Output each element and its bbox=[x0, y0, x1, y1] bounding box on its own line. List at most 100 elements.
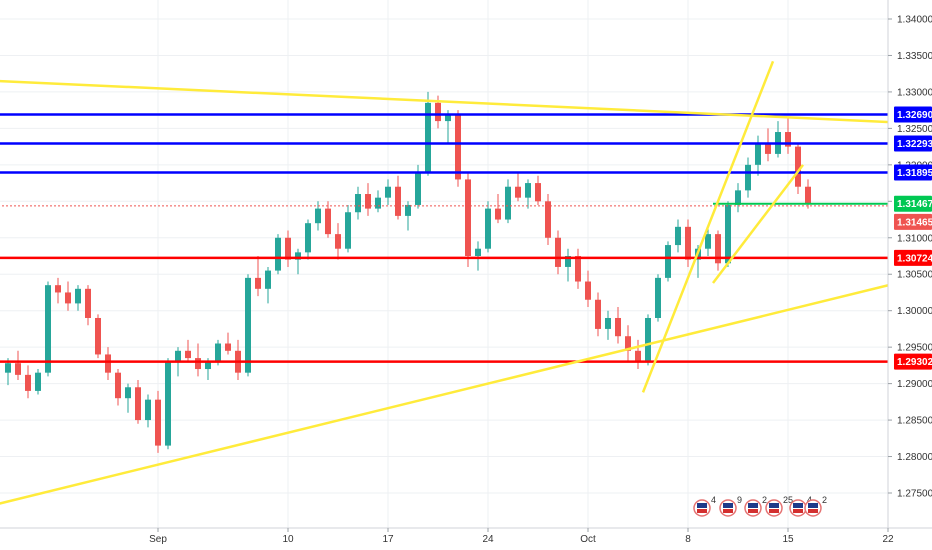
candle-down bbox=[365, 194, 371, 209]
candle-up bbox=[755, 142, 761, 165]
candle-up bbox=[385, 186, 391, 198]
time-tick-label: Sep bbox=[149, 534, 167, 545]
event-badge[interactable]: 9 bbox=[719, 495, 742, 517]
candle-down bbox=[435, 102, 441, 122]
candle-down bbox=[535, 183, 541, 202]
candle-down bbox=[515, 186, 521, 198]
candle-up bbox=[345, 212, 351, 249]
candle-up bbox=[175, 350, 181, 362]
flag-canton-icon bbox=[723, 503, 733, 508]
flag-canton-icon bbox=[769, 503, 779, 508]
price-tick-label: 1.31000 bbox=[897, 233, 932, 244]
candle-up bbox=[425, 102, 431, 173]
trend-line bbox=[641, 60, 775, 393]
time-tick-label: 15 bbox=[782, 534, 794, 545]
time-tick-label: 22 bbox=[882, 534, 894, 545]
candle-up bbox=[415, 172, 421, 205]
candle-up bbox=[205, 361, 211, 370]
candle-down bbox=[555, 237, 561, 267]
price-tick-label: 1.28500 bbox=[897, 416, 932, 427]
candle-up bbox=[705, 234, 711, 249]
candle-down bbox=[785, 132, 791, 147]
candle-up bbox=[375, 197, 381, 209]
last-price-tag-background bbox=[894, 213, 932, 230]
support-price-tag-background bbox=[894, 249, 932, 266]
candle-up bbox=[485, 208, 491, 249]
trend-line bbox=[0, 79, 932, 126]
candle-down bbox=[595, 299, 601, 329]
candle-up bbox=[645, 317, 651, 362]
price-tick-label: 1.27500 bbox=[897, 489, 932, 500]
candle-up bbox=[245, 277, 251, 373]
candle-down bbox=[95, 317, 101, 355]
price-tick-label: 1.29000 bbox=[897, 379, 932, 390]
flag-canton-icon bbox=[748, 503, 758, 508]
trend-line bbox=[712, 164, 804, 284]
event-count-label: 25 bbox=[783, 495, 793, 505]
resistance-price-tag: 1.32690 bbox=[897, 110, 932, 121]
candle-up bbox=[125, 387, 131, 399]
event-count-label: 9 bbox=[737, 495, 742, 505]
event-badge[interactable]: 25 bbox=[765, 495, 793, 517]
candle-down bbox=[15, 363, 21, 375]
candle-down bbox=[155, 399, 161, 446]
candle-up bbox=[5, 363, 11, 373]
candle-down bbox=[715, 234, 721, 264]
flag-stripe-icon bbox=[723, 509, 733, 513]
time-tick-label: 10 bbox=[282, 534, 294, 545]
price-axis-background bbox=[888, 0, 932, 550]
economic-event-badges[interactable]: 4922542 bbox=[693, 495, 827, 517]
resistance-price-tag-background bbox=[894, 106, 932, 123]
candle-down bbox=[25, 374, 31, 391]
candle-down bbox=[185, 350, 191, 359]
candle-down bbox=[135, 387, 141, 421]
resistance-price-tag: 1.32293 bbox=[897, 139, 932, 150]
candle-up bbox=[295, 252, 301, 260]
candle-up bbox=[675, 226, 681, 246]
candle-down bbox=[635, 350, 641, 362]
candle-down bbox=[805, 186, 811, 204]
resistance-price-tag: 1.31895 bbox=[897, 168, 932, 179]
candle-down bbox=[615, 317, 621, 337]
time-tick-label: 17 bbox=[382, 534, 394, 545]
candle-down bbox=[575, 256, 581, 282]
candle-down bbox=[225, 343, 231, 351]
candle-down bbox=[255, 277, 261, 289]
candle-up bbox=[75, 288, 81, 304]
event-badge[interactable]: 4 bbox=[693, 495, 716, 517]
flag-canton-icon bbox=[793, 503, 803, 508]
candle-down bbox=[455, 113, 461, 180]
event-badge[interactable]: 2 bbox=[804, 495, 827, 517]
candle-down bbox=[625, 336, 631, 351]
candle-down bbox=[325, 208, 331, 235]
flag-stripe-icon bbox=[793, 509, 803, 513]
time-tick-label: 24 bbox=[482, 534, 494, 545]
flag-canton-icon bbox=[697, 503, 707, 508]
candle-up bbox=[215, 343, 221, 362]
event-count-label: 2 bbox=[762, 495, 767, 505]
candlestick-series bbox=[5, 91, 811, 453]
support-price-tag-background bbox=[894, 353, 932, 370]
flag-canton-icon bbox=[808, 503, 818, 508]
candle-up bbox=[405, 204, 411, 216]
candle-up bbox=[735, 190, 741, 205]
event-badge[interactable]: 2 bbox=[744, 495, 767, 517]
candle-up bbox=[265, 270, 271, 289]
price-tick-label: 1.32500 bbox=[897, 124, 932, 135]
last-price-tag: 1.31465 bbox=[897, 217, 932, 228]
candle-down bbox=[465, 179, 471, 256]
candle-down bbox=[85, 288, 91, 318]
candle-up bbox=[655, 277, 661, 318]
candle-up bbox=[275, 237, 281, 271]
candle-up bbox=[565, 256, 571, 267]
candle-up bbox=[305, 223, 311, 253]
candle-down bbox=[495, 208, 501, 220]
resistance-price-tag-background bbox=[894, 135, 932, 152]
candle-down bbox=[195, 358, 201, 370]
price-tick-label: 1.33000 bbox=[897, 87, 932, 98]
trend-line bbox=[0, 273, 932, 505]
candle-down bbox=[765, 142, 771, 154]
flag-stripe-icon bbox=[808, 509, 818, 513]
candle-down bbox=[105, 354, 111, 373]
